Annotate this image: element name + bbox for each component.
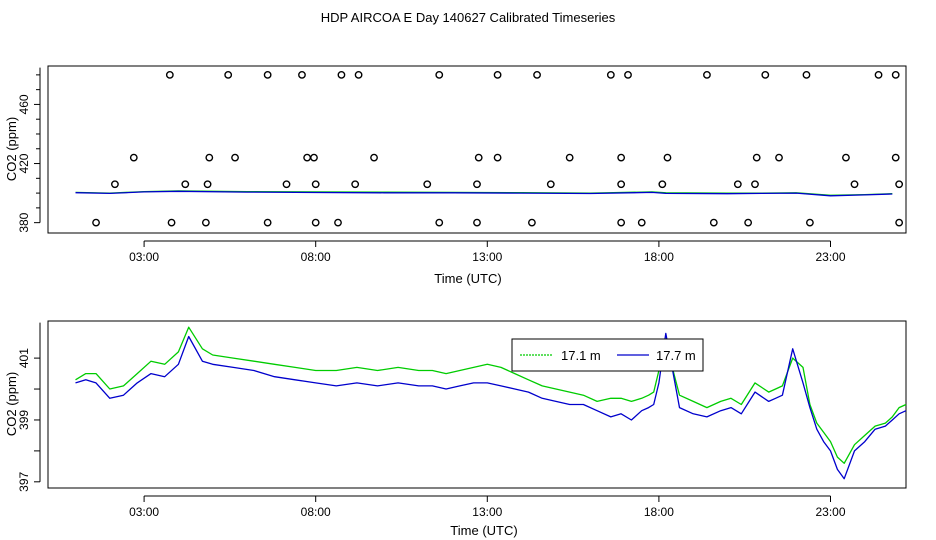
flagged-point <box>528 218 536 227</box>
bottom-y-tick-label: 399 <box>17 410 31 430</box>
flagged-point <box>744 218 753 227</box>
bottom-series <box>75 326 907 480</box>
flagged-point <box>703 70 711 79</box>
legend: 17.1 m 17.7 m <box>511 338 704 372</box>
bottom-x-axis-label: Time (UTC) <box>450 523 517 538</box>
legend-box <box>511 338 704 372</box>
flagged-point <box>310 153 318 162</box>
flagged-point <box>354 70 363 79</box>
bottom-x-tick-label: 08:00 <box>301 505 331 519</box>
flagged-point <box>842 153 850 162</box>
top-y-tick-label: 380 <box>17 212 31 232</box>
flagged-point <box>565 153 574 162</box>
flagged-point <box>637 218 646 227</box>
top-x-axis-label: Time (UTC) <box>434 271 501 286</box>
bottom-y-axis-label: CO2 (ppm) <box>4 372 19 436</box>
top-flagged-points <box>92 70 904 227</box>
flagged-point <box>263 218 272 227</box>
bottom-x-tick-label: 23:00 <box>815 505 845 519</box>
flagged-point <box>617 153 626 162</box>
flagged-point <box>92 218 100 227</box>
flagged-point <box>474 153 483 162</box>
top-series-17-7-m <box>75 190 893 197</box>
flagged-point <box>165 70 174 79</box>
flagged-point <box>751 180 759 189</box>
flagged-point <box>733 180 742 189</box>
bottom-y-tick-label: 401 <box>17 348 31 368</box>
bottom-axes: 03:00 08:00 13:00 18:00 23:00 397 399 401 <box>17 322 846 519</box>
flagged-point <box>658 180 667 189</box>
bottom-x-tick-label: 03:00 <box>129 505 159 519</box>
flagged-point <box>606 70 615 79</box>
bottom-series-17-1-m <box>75 326 907 464</box>
flagged-point <box>874 70 883 79</box>
flagged-point <box>167 218 176 227</box>
top-plot-frame <box>47 65 907 234</box>
flagged-point <box>129 153 138 162</box>
flagged-point <box>775 153 783 162</box>
flagged-point <box>617 218 626 227</box>
flagged-point <box>891 70 900 79</box>
bottom-x-tick-label: 18:00 <box>644 505 674 519</box>
flagged-point <box>663 153 672 162</box>
bottom-x-tick-label: 13:00 <box>472 505 502 519</box>
flagged-point <box>493 70 502 79</box>
flagged-point <box>493 153 502 162</box>
flagged-point <box>891 153 900 162</box>
bottom-plot-frame <box>47 320 907 489</box>
flagged-point <box>533 70 541 79</box>
top-y-tick-label: 420 <box>17 153 31 173</box>
top-x-tick-label: 18:00 <box>644 250 674 264</box>
flagged-point <box>311 180 320 189</box>
top-x-tick-label: 13:00 <box>472 250 502 264</box>
flagged-point <box>806 218 814 227</box>
flagged-point <box>203 180 212 189</box>
flagged-point <box>351 180 360 189</box>
flagged-point <box>624 70 632 79</box>
flagged-point <box>709 218 718 227</box>
flagged-point <box>761 70 770 79</box>
flagged-point <box>337 70 346 79</box>
flagged-point <box>752 153 761 162</box>
top-x-tick-label: 03:00 <box>129 250 159 264</box>
flagged-point <box>282 180 291 189</box>
flagged-point <box>895 180 904 189</box>
flagged-point <box>895 218 904 227</box>
flagged-point <box>303 153 312 162</box>
top-panel-flagged-data: 03:00 08:00 13:00 18:00 23:00 380 420 460 Time … <box>4 65 907 286</box>
top-y-axis-label: CO2 (ppm) <box>4 117 19 181</box>
bottom-panel-co2-timeseries: 03:00 08:00 13:00 18:00 23:00 397 399 401 17.1 … <box>4 320 907 538</box>
flagged-point <box>201 218 210 227</box>
top-x-tick-label: 08:00 <box>301 250 331 264</box>
flagged-point <box>850 180 859 189</box>
flagged-point <box>617 180 626 189</box>
flagged-point <box>205 153 214 162</box>
flagged-point <box>231 153 239 162</box>
flagged-point <box>473 218 481 227</box>
flagged-point <box>334 218 342 227</box>
flagged-point <box>473 180 481 189</box>
flagged-point <box>298 70 306 79</box>
legend-label-17-7m: 17.7 m <box>656 348 696 363</box>
flagged-point <box>423 180 432 189</box>
flagged-point <box>181 180 190 189</box>
top-y-tick-label: 460 <box>17 94 31 114</box>
top-axes: 03:00 08:00 13:00 18:00 23:00 380 420 460 <box>17 67 846 264</box>
flagged-point <box>263 70 272 79</box>
legend-label-17-1m: 17.1 m <box>561 348 601 363</box>
flagged-point <box>224 70 233 79</box>
flagged-point <box>435 70 444 79</box>
bottom-series-17-7-m <box>75 332 907 480</box>
figure-title: HDP AIRCOA E Day 140627 Calibrated Times… <box>321 10 616 25</box>
top-x-tick-label: 23:00 <box>815 250 845 264</box>
bottom-y-tick-label: 397 <box>17 471 31 491</box>
flagged-point <box>435 218 444 227</box>
flagged-point <box>802 70 811 79</box>
flagged-point <box>111 180 119 189</box>
flagged-point <box>546 180 555 189</box>
top-series <box>75 190 893 197</box>
flagged-point <box>370 153 378 162</box>
flagged-point <box>311 218 320 227</box>
